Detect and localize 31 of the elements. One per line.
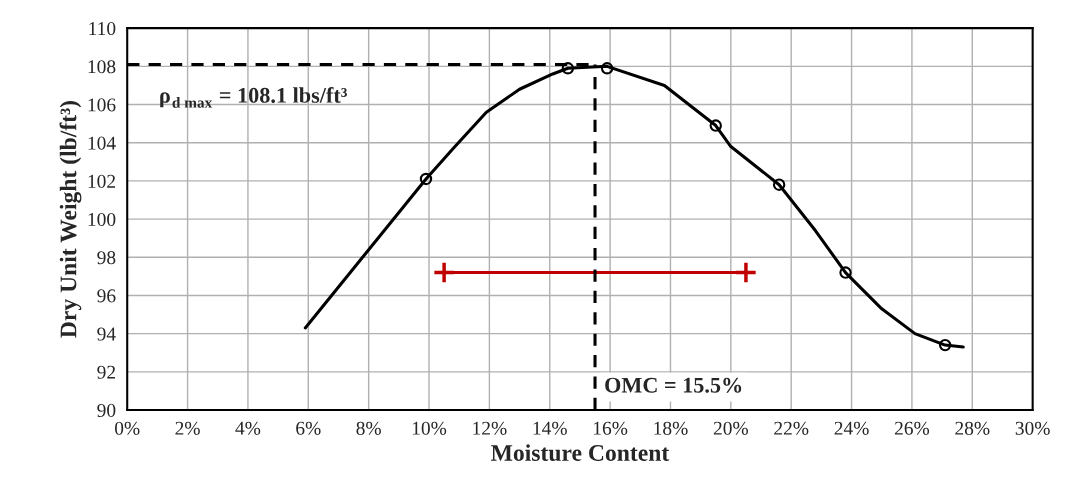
- ref-line-label: ρd max = 108.1 lbs/ft³: [160, 86, 347, 108]
- y-tick-label: 96: [97, 289, 116, 303]
- y-tick-label: 94: [97, 327, 116, 341]
- x-tick-label: 12%: [473, 421, 507, 435]
- x-tick-label: 30%: [1015, 421, 1050, 435]
- x-tick-label: 14%: [533, 421, 567, 435]
- y-tick-label: 106: [88, 98, 116, 112]
- x-axis-title: Moisture Content: [491, 444, 670, 461]
- x-tick-label: 22%: [774, 421, 809, 435]
- x-tick-label: 10%: [412, 421, 447, 435]
- x-tick-label: 6%: [296, 421, 321, 435]
- y-tick-label: 100: [88, 212, 116, 227]
- y-tick-label: 92: [97, 365, 116, 379]
- y-tick-label: 110: [89, 21, 116, 36]
- x-tick-label: 0%: [114, 421, 140, 435]
- x-tick-label: 20%: [713, 421, 748, 435]
- ref-line-label: OMC = 15.5%: [605, 377, 742, 393]
- y-axis-title: Dry Unit Weight (lb/ft³): [59, 101, 82, 338]
- x-tick-label: 2%: [175, 421, 200, 435]
- y-tick-label: 90: [97, 403, 116, 417]
- x-tick-label: 18%: [654, 421, 688, 435]
- x-tick-label: 28%: [955, 421, 990, 435]
- x-tick-label: 4%: [235, 421, 261, 435]
- x-tick-label: 26%: [894, 421, 930, 435]
- x-tick-label: 8%: [356, 421, 381, 435]
- x-tick-label: 16%: [594, 421, 628, 435]
- y-tick-label: 102: [88, 174, 116, 188]
- y-tick-label: 98: [97, 251, 116, 265]
- y-tick-label: 108: [88, 60, 116, 74]
- y-tick-label: 104: [88, 136, 116, 150]
- x-tick-label: 24%: [834, 421, 869, 435]
